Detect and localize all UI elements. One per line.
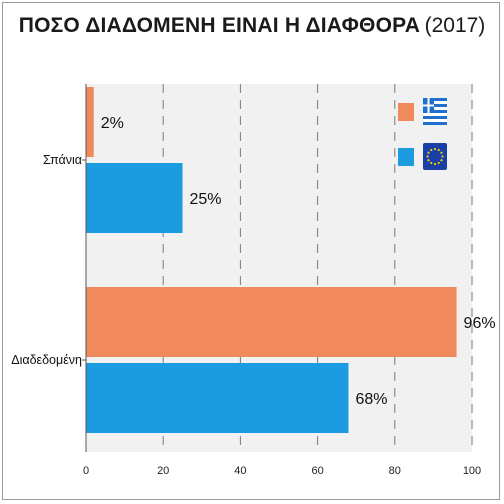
flag-stripe [423, 119, 447, 122]
x-tick-label: 100 [463, 465, 481, 477]
data-label: 25% [190, 191, 222, 208]
x-tick-label: 40 [234, 465, 246, 477]
flag-star [427, 151, 430, 154]
flag-star [440, 151, 443, 154]
greece-flag-icon [423, 98, 447, 125]
chart-title-main: ΠΟΣΟ ΔΙΑΔΟΜΕΝΗ ΕΙΝΑΙ Η ΔΙΑΦΘΟΡΑ [18, 14, 421, 37]
eu-flag-icon [423, 143, 447, 170]
x-tick-label: 60 [311, 465, 323, 477]
data-label: 68% [355, 391, 387, 408]
legend-swatch [398, 148, 414, 166]
bar-eu [86, 163, 183, 233]
x-tick-label: 20 [157, 465, 169, 477]
x-tick-label: 80 [389, 465, 401, 477]
flag-star [433, 162, 437, 166]
flag-stripe [423, 107, 447, 110]
flag-star [441, 155, 444, 158]
flag-star [433, 147, 437, 151]
chart-title-year: (2017) [424, 14, 486, 37]
x-tick-label: 0 [83, 465, 89, 477]
category-label: Σπάνια [43, 153, 82, 167]
data-label: 2% [101, 115, 124, 132]
bar-eu [86, 363, 349, 433]
chart-title: ΠΟΣΟ ΔΙΑΔΟΜΕΝΗ ΕΙΝΑΙ Η ΔΙΑΦΘΟΡΑ (2017) [0, 14, 504, 38]
flag-star [437, 148, 440, 152]
flag-cross-h [423, 104, 434, 107]
legend-swatch [398, 103, 414, 121]
flag-stripe [423, 98, 447, 101]
bar-greece [86, 87, 94, 157]
flag-field [423, 143, 447, 170]
category-label: Διαδεδομένη [11, 353, 82, 367]
flag-star [440, 159, 443, 162]
flag-star [430, 161, 433, 165]
bar-greece [86, 287, 457, 357]
flag-stripe [423, 104, 447, 107]
flag-star [426, 155, 429, 158]
flag-stripe [423, 101, 447, 104]
flag-stripe [423, 113, 447, 116]
flag-star [430, 148, 433, 152]
flag-stripe [423, 122, 447, 125]
data-label: 96% [464, 315, 496, 332]
flag-stripe [423, 110, 447, 113]
flag-star [437, 161, 440, 165]
flag-star [427, 159, 430, 162]
flag-stripe [423, 116, 447, 119]
